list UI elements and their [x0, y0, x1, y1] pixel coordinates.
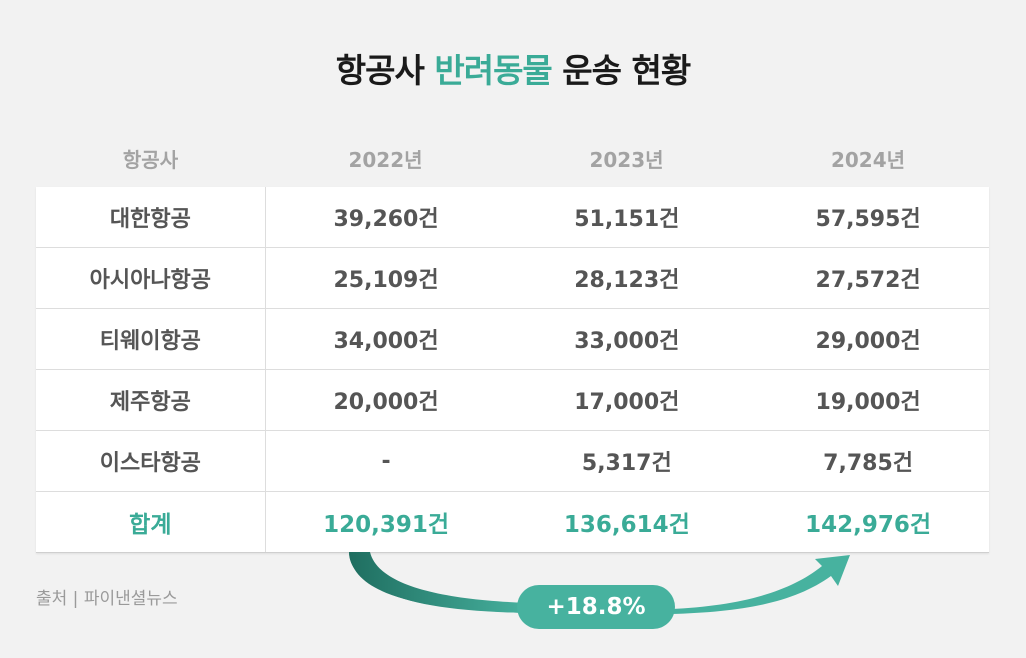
value-2024: 57,595건: [815, 207, 921, 232]
value-2023: 5,317건: [506, 430, 748, 492]
value-2022: -: [265, 430, 507, 492]
header-2023: 2023년: [589, 147, 664, 172]
value-2023: 28,123건: [506, 247, 748, 309]
title-part2: 운송 현황: [551, 51, 691, 90]
value-2024: 29,000건: [747, 308, 989, 370]
total-label: 합계: [36, 491, 266, 553]
total-row: 합계 120,391건 136,614건 142,976건: [36, 491, 989, 553]
airline-name: 이스타항공: [36, 430, 266, 492]
airline-name: 대한항공: [36, 187, 266, 248]
source-note: 출처 | 파이낸셜뉴스: [36, 589, 178, 609]
value-2022: 20,000건: [265, 369, 507, 431]
table-row: 제주항공 20,000건 17,000건 19,000건: [36, 369, 989, 431]
data-table: 대한항공 39,260건 51,151건 57,595건 아시아나항공 25,1…: [36, 187, 989, 553]
table-row: 이스타항공 - 5,317건 7,785건: [36, 430, 989, 492]
title-highlight: 반려동물: [434, 51, 552, 90]
table-header: 항공사 2022년 2023년 2024년: [36, 140, 989, 176]
table-row: 아시아나항공 25,109건 28,123건 27,572건: [36, 247, 989, 309]
header-2022: 2022년: [348, 147, 423, 172]
value-2022: 39,260건: [333, 207, 439, 232]
value-2023: 33,000건: [506, 308, 748, 370]
table-row: 티웨이항공 34,000건 33,000건 29,000건: [36, 308, 989, 370]
total-2023: 136,614건: [506, 491, 748, 553]
value-2022: 34,000건: [265, 308, 507, 370]
value-2023: 51,151건: [574, 207, 680, 232]
airline-name: 티웨이항공: [36, 308, 266, 370]
airline-name: 아시아나항공: [36, 247, 266, 309]
page-title: 항공사 반려동물 운송 현황: [0, 44, 1026, 92]
value-2023: 17,000건: [506, 369, 748, 431]
value-2022: 25,109건: [265, 247, 507, 309]
value-2024: 27,572건: [747, 247, 989, 309]
header-2024: 2024년: [830, 147, 906, 172]
value-2024: 19,000건: [747, 369, 989, 431]
value-2024: 7,785건: [747, 430, 989, 492]
table-row: 대한항공 39,260건 51,151건 57,595건: [36, 187, 989, 248]
header-airline: 항공사: [122, 147, 179, 172]
total-2024: 142,976건: [747, 491, 989, 553]
airline-name: 제주항공: [36, 369, 266, 431]
growth-badge: +18.8%: [517, 585, 675, 629]
title-part1: 항공사: [335, 51, 435, 90]
total-2022: 120,391건: [265, 491, 507, 553]
